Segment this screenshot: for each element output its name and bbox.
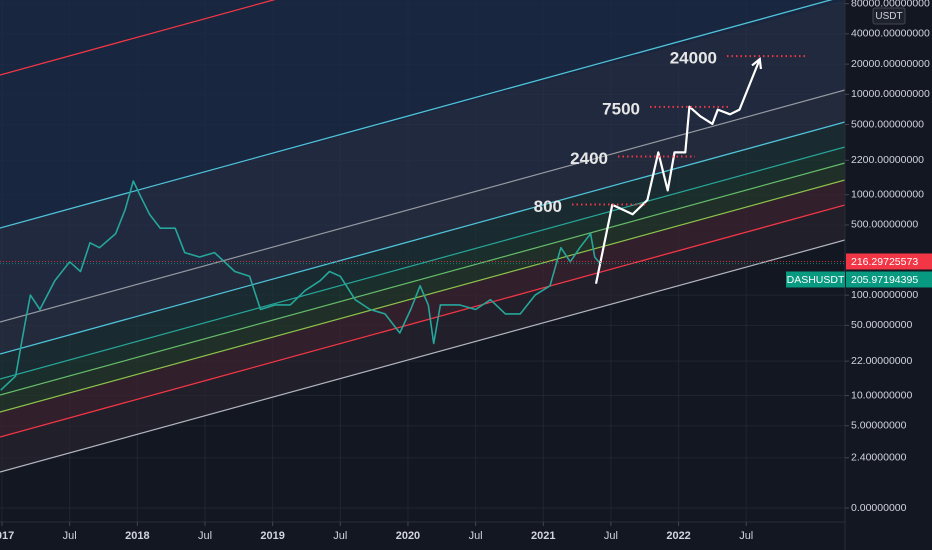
channel-band	[0, 90, 845, 354]
x-tick-label: 2020	[396, 530, 420, 542]
x-tick-label: Jul	[604, 530, 618, 542]
currency-badge[interactable]	[872, 7, 906, 25]
y-tick-label: 22.00000000	[851, 355, 912, 367]
price-tag-label: 205.97194395	[851, 274, 918, 286]
channel-line	[0, 179, 845, 413]
y-tick-label: 100.00000000	[851, 289, 918, 301]
price-tag	[846, 271, 932, 288]
y-tick-label: 10000.00000000	[851, 88, 930, 100]
channel-band	[0, 163, 845, 412]
plot: 800 2400 7500 24000	[0, 49, 845, 391]
time-axis	[0, 522, 845, 550]
channel-line	[0, 162, 845, 396]
price-tag-label: 216.29725573	[851, 256, 918, 268]
channel-band	[0, 0, 845, 322]
y-tick-label: 80000.00000000	[851, 0, 930, 9]
x-tick-label: Jul	[333, 530, 347, 542]
target-label: 2400	[570, 149, 608, 168]
price-line	[594, 58, 761, 284]
x-tick-label: 2021	[531, 530, 555, 542]
currency-label: USDT	[875, 11, 902, 22]
channel-line	[0, 0, 833, 229]
y-tick-label: 20000.00000000	[851, 58, 930, 70]
channel-band	[0, 147, 845, 395]
arrow-head	[751, 56, 763, 70]
y-tick-label: 10.00000000	[851, 389, 912, 401]
channel-line	[0, 0, 276, 76]
symbol-tag	[786, 271, 845, 288]
y-tick-label: 500.00000000	[851, 219, 918, 231]
channel-band	[0, 205, 845, 472]
price-tag	[846, 253, 932, 270]
y-tick-label: 50.00000000	[851, 319, 912, 331]
target-label: 800	[534, 197, 562, 216]
channel-band	[0, 180, 845, 437]
x-tick-label: 2022	[666, 530, 690, 542]
y-tick-label: 0.00000000	[851, 502, 907, 514]
y-tick-label: 5000.00000000	[851, 118, 924, 130]
channel-line	[0, 239, 845, 473]
channel-line	[0, 146, 845, 380]
channel-line	[0, 89, 845, 323]
y-tick-label: 40000.00000000	[851, 28, 930, 40]
price-line	[0, 180, 601, 391]
y-tick-label: 2.40000000	[851, 452, 907, 464]
x-tick-label: 2019	[260, 530, 284, 542]
channel-line	[0, 121, 845, 355]
x-tick-label: Jul	[198, 530, 212, 542]
target-label: 24000	[670, 49, 717, 68]
target-label: 7500	[602, 99, 640, 118]
x-tick-label: Jul	[63, 530, 77, 542]
symbol-label: DASHUSDT	[787, 274, 845, 286]
channel-band	[0, 122, 845, 379]
channel-line	[0, 204, 845, 438]
x-tick-label: 2018	[125, 530, 149, 542]
channel-drawing	[0, 0, 845, 473]
x-tick-label: 2017	[0, 530, 14, 542]
y-tick-label: 1000.00000000	[851, 189, 924, 201]
y-tick-label: 2200.00000000	[851, 154, 924, 166]
x-tick-label: Jul	[469, 530, 483, 542]
x-tick-label: Jul	[739, 530, 753, 542]
y-tick-label: 5.00000000	[851, 420, 907, 432]
